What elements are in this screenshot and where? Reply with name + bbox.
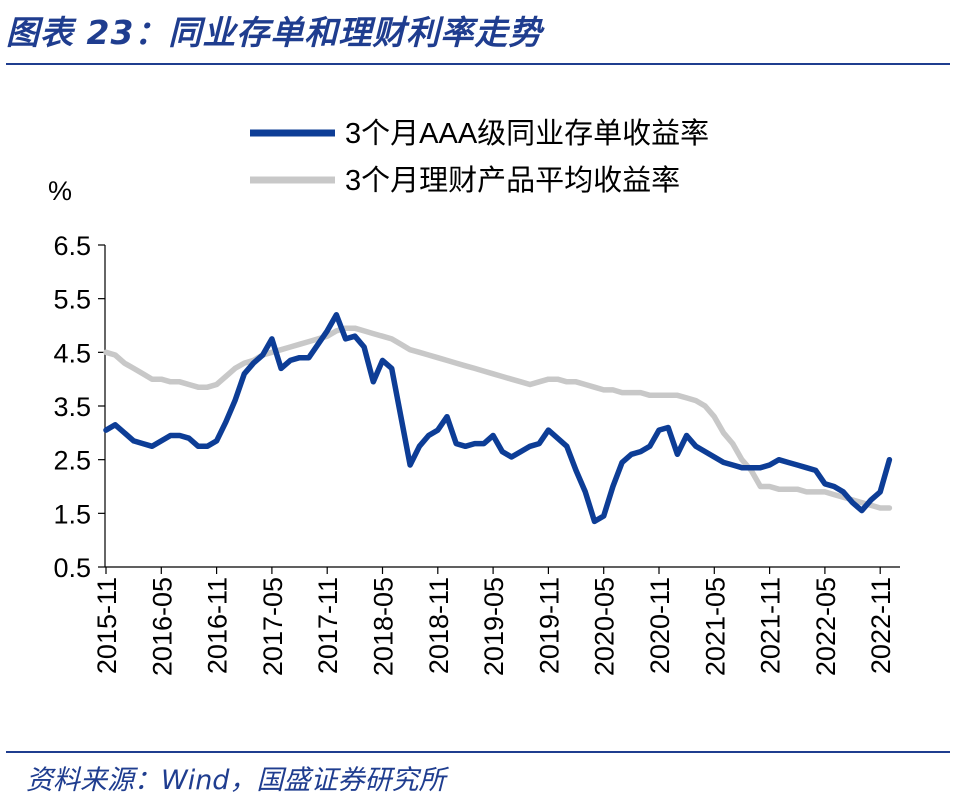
- x-tick-label: 2019-11: [534, 577, 564, 674]
- y-tick-label: 0.5: [53, 553, 91, 583]
- x-tick-label: 2016-11: [203, 577, 233, 674]
- x-tick-label: 2017-05: [258, 577, 288, 676]
- x-tick-label: 2021-11: [756, 577, 786, 674]
- x-tick-label: 2018-11: [424, 577, 454, 674]
- plot-area: [103, 312, 893, 525]
- legend-label: 3个月理财产品平均收益率: [345, 164, 680, 197]
- x-tick-label: 2018-05: [369, 577, 399, 676]
- x-tick-label: 2020-05: [590, 577, 620, 676]
- y-tick-label: 6.5: [53, 231, 91, 261]
- x-tick-label: 2021-05: [700, 577, 730, 676]
- footer-rule: [6, 751, 950, 753]
- x-tick-label: 2016-05: [147, 577, 177, 676]
- title-rule: [6, 63, 950, 65]
- x-tick-label: 2022-11: [866, 577, 896, 674]
- y-tick-label: 4.5: [53, 338, 91, 368]
- legend: 3个月AAA级同业存单收益率 3个月理财产品平均收益率: [250, 117, 709, 197]
- x-axis: 2015-11 2016-05 2016-11 2017-05 2017-11 2018-…: [92, 566, 900, 676]
- y-axis: 0.5 1.5 2.5 3.5 4.5 5.5 6.5: [53, 231, 106, 583]
- source-note: 资料来源：Wind，国盛证券研究所: [26, 765, 446, 796]
- legend-label: 3个月AAA级同业存单收益率: [345, 117, 709, 150]
- y-tick-label: 1.5: [53, 499, 91, 529]
- series-line-cd: [103, 312, 893, 525]
- x-tick-label: 2020-11: [645, 577, 675, 674]
- x-tick-label: 2019-05: [479, 577, 509, 676]
- y-axis-label: %: [48, 176, 72, 206]
- x-tick-label: 2022-05: [811, 577, 841, 676]
- y-tick-label: 3.5: [53, 392, 91, 422]
- series-line-wealth: [103, 325, 893, 511]
- y-tick-label: 2.5: [53, 446, 91, 476]
- y-tick-label: 5.5: [53, 285, 91, 315]
- figure-title: 图表 23：同业存单和理财利率走势: [6, 13, 543, 52]
- x-tick-label: 2015-11: [92, 577, 122, 674]
- x-tick-label: 2017-11: [313, 577, 343, 674]
